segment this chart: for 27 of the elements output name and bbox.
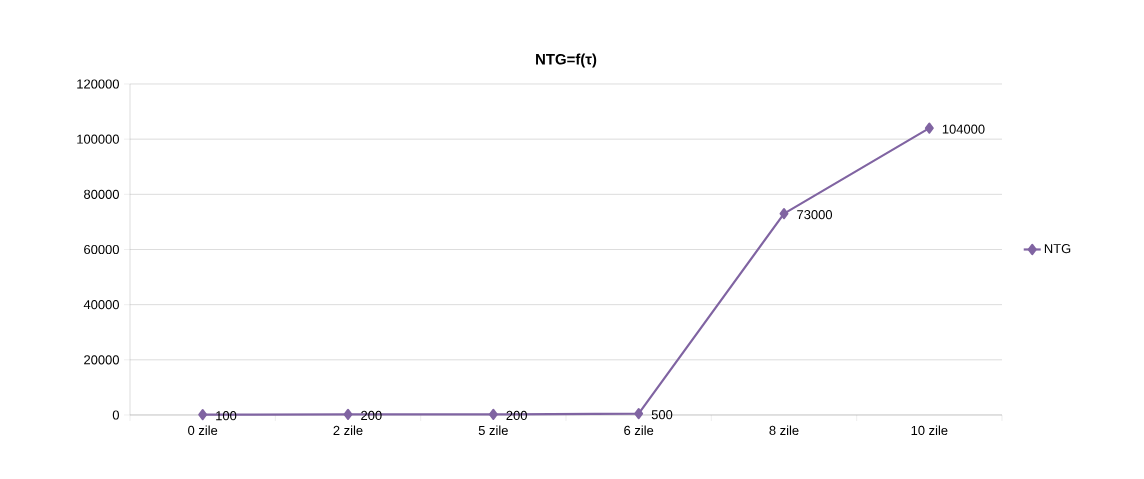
data-label: 100 (216, 411, 237, 421)
y-tick-label: 80000 (84, 189, 119, 199)
y-tick-label: 100000 (77, 134, 119, 144)
data-label: 73000 (797, 210, 833, 220)
y-tick-label: 60000 (84, 244, 119, 255)
x-tick-label: 10 zile (911, 425, 948, 436)
y-tick-label: 20000 (84, 355, 119, 365)
y-tick-label: 40000 (83, 300, 119, 310)
data-label: 200 (361, 410, 382, 421)
x-tick-label: 0 zile (188, 425, 218, 436)
point (779, 208, 789, 220)
point (198, 409, 208, 421)
data-label: 500 (651, 410, 673, 420)
point (343, 408, 353, 421)
point (924, 122, 934, 134)
x-tick-label: 2 zile (333, 425, 363, 436)
x-tick-label: 6 zile (624, 425, 654, 436)
data-label: 104000 (942, 124, 985, 134)
point (634, 408, 644, 420)
point (488, 408, 498, 421)
legend-label: NTG (1044, 243, 1071, 254)
x-tick-label: 5 zile (478, 425, 508, 436)
chart-title: NTG=f(τ) (536, 53, 597, 68)
y-tick-label: 0 (112, 410, 119, 420)
data-label: 200 (506, 410, 527, 421)
y-tick-label: 120000 (77, 79, 119, 89)
x-tick-label: 8 zile (769, 425, 799, 436)
